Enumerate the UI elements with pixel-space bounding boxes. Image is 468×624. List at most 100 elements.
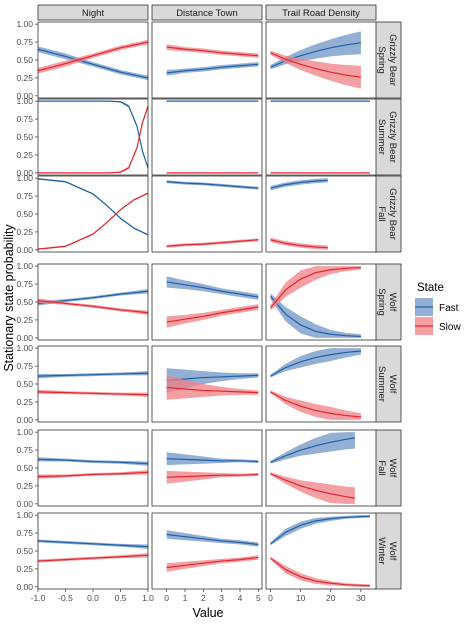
panel-r6-c0	[37, 512, 149, 590]
facet-row-label-line: Spring	[376, 46, 387, 73]
facet-row-label-line: Summer	[376, 366, 387, 402]
x-tick-label: 5	[256, 593, 261, 603]
y-axis-title: Stationary state probability	[2, 224, 16, 372]
panel-r4-c0	[37, 345, 149, 423]
x-tick-label: 4	[238, 593, 243, 603]
panel-background	[38, 430, 148, 506]
legend-title: State	[417, 282, 444, 294]
panel-border	[37, 345, 149, 423]
fast-series-line	[37, 540, 149, 548]
fast-series-line	[270, 350, 361, 377]
slow-series-line	[270, 391, 361, 418]
y-tick-label: 0.50	[16, 209, 33, 219]
panel-background	[152, 22, 262, 98]
facet-row-label-line: Wolf	[387, 375, 398, 394]
panel-border	[37, 175, 149, 253]
panel-r6-c2	[265, 512, 377, 590]
facet-col-label-1: Distance Town	[176, 8, 238, 19]
y-tick-label: 0.50	[16, 297, 33, 307]
facet-row-label-1: Grizzly BearSummer	[376, 111, 398, 163]
panel-r0-c1	[151, 21, 263, 99]
y-tick-label: 0.00	[16, 91, 33, 101]
x-tick-label: 0	[268, 593, 273, 603]
y-tick-label: 1.00	[16, 173, 33, 183]
x-tick-label: -1.0	[31, 593, 46, 603]
panel-r5-c0	[37, 429, 149, 507]
x-tick-label: 1.0	[142, 593, 154, 603]
fast-series-line	[166, 281, 259, 298]
panel-border	[151, 175, 263, 253]
legend-key-slow	[415, 317, 433, 335]
fast-ci-band	[270, 293, 361, 338]
slow-series-line	[270, 557, 370, 587]
x-tick-label: 0.5	[115, 593, 127, 603]
slow-ci-band	[166, 375, 259, 400]
panel-border	[37, 98, 149, 176]
fast-ci-band	[166, 452, 259, 466]
facet-row-label-line: Fall	[376, 460, 387, 475]
panel-background	[152, 430, 262, 506]
panel-border	[151, 263, 263, 341]
slow-ci-band	[270, 266, 361, 311]
panel-border	[37, 21, 149, 99]
slow-series-line	[270, 239, 328, 249]
panel-r2-c2	[265, 175, 377, 253]
fast-series-line	[166, 458, 259, 463]
panel-r3-c1	[151, 263, 263, 341]
panel-r3-c2	[265, 263, 377, 341]
x-tick-label: 20	[326, 593, 336, 603]
slow-series-line	[37, 299, 149, 314]
y-tick-label: 0.25	[16, 564, 33, 574]
facet-strip-row-3	[374, 263, 402, 341]
slow-series-line	[270, 473, 355, 499]
panel-background	[38, 176, 148, 252]
panel-r1-c1	[151, 98, 263, 176]
slow-ci-band	[166, 470, 259, 484]
x-tick-label: 3	[219, 593, 224, 603]
slow-series-line	[37, 554, 149, 562]
fast-series-line	[38, 100, 149, 169]
x-tick-label: 1	[183, 593, 188, 603]
y-tick-label: 0.75	[16, 37, 33, 47]
slow-series-line	[37, 471, 149, 478]
panel-r0-c2	[265, 21, 377, 99]
y-tick-label: 0.25	[16, 481, 33, 491]
y-tick-label: 0.00	[16, 415, 33, 425]
facet-row-label-2: Grizzly BearFall	[376, 188, 398, 240]
facet-strip-col-2	[265, 4, 377, 21]
fast-series-line	[37, 178, 149, 236]
y-tick-label: 0.50	[16, 132, 33, 142]
panel-border	[151, 21, 263, 99]
y-tick-label: 0.00	[16, 333, 33, 343]
y-tick-label: 1.00	[16, 19, 33, 29]
panel-border	[265, 263, 377, 341]
facet-row-label-line: Winter	[376, 537, 387, 564]
y-tick-label: 0.75	[16, 279, 33, 289]
fast-series-line	[37, 48, 149, 79]
fast-series-line	[166, 63, 259, 74]
panel-background	[38, 99, 148, 175]
y-tick-label: 0.00	[16, 168, 33, 178]
facet-col-label-0: Night	[82, 8, 105, 19]
panel-r1-c2	[265, 98, 377, 176]
y-tick-label: 1.00	[16, 427, 33, 437]
panel-border	[151, 512, 263, 590]
panel-background	[266, 99, 376, 175]
legend-key-fast	[415, 298, 433, 316]
panel-r5-c1	[151, 429, 263, 507]
panel-background	[152, 99, 262, 175]
panel-border	[37, 429, 149, 507]
x-tick-label: 0	[164, 593, 169, 603]
slow-series-line	[270, 266, 361, 309]
y-tick-label: 0.50	[16, 546, 33, 556]
fast-series-line	[166, 181, 259, 189]
y-tick-label: 0.00	[16, 582, 33, 592]
slow-series-line	[270, 52, 362, 78]
panel-background	[266, 176, 376, 252]
panel-border	[265, 98, 377, 176]
facet-row-label-line: Fall	[376, 206, 387, 221]
fast-series-line	[270, 437, 355, 463]
facet-row-label-0: Grizzly BearSpring	[376, 34, 398, 86]
panel-background	[266, 513, 376, 589]
